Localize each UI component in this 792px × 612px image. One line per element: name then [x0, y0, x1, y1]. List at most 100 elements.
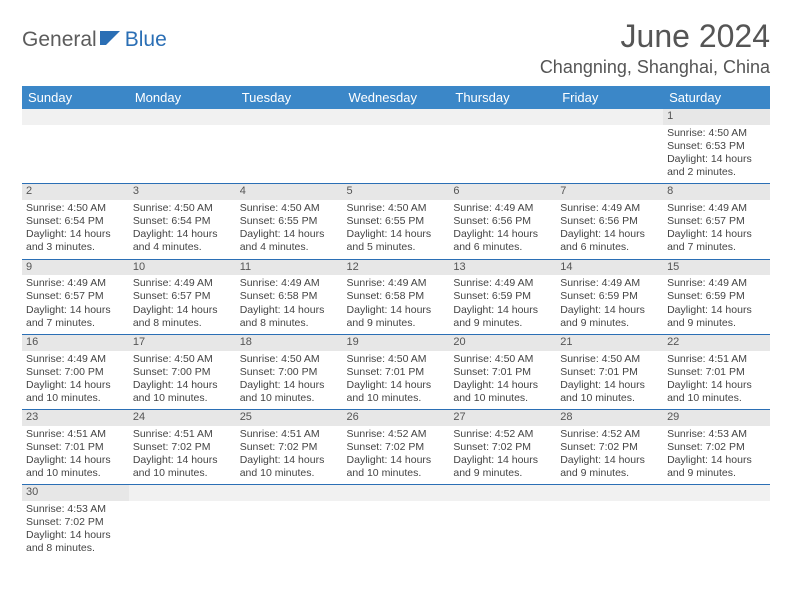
day-number: 5 [343, 184, 450, 200]
daylight-line: Daylight: 14 hours and 6 minutes. [453, 228, 552, 254]
calendar-day-cell: 22Sunrise: 4:51 AMSunset: 7:01 PMDayligh… [663, 334, 770, 409]
daylight-line: Daylight: 14 hours and 10 minutes. [453, 379, 552, 405]
daylight-line: Daylight: 14 hours and 9 minutes. [560, 454, 659, 480]
sunrise-line: Sunrise: 4:52 AM [347, 428, 446, 441]
daylight-line: Daylight: 14 hours and 10 minutes. [560, 379, 659, 405]
calendar-day-cell [343, 485, 450, 560]
day-number-bar [663, 485, 770, 501]
logo: General Blue [22, 28, 167, 52]
daylight-line: Daylight: 14 hours and 2 minutes. [667, 153, 766, 179]
day-number: 1 [663, 109, 770, 125]
sunrise-line: Sunrise: 4:50 AM [453, 353, 552, 366]
sunset-line: Sunset: 7:01 PM [453, 366, 552, 379]
day-number: 16 [22, 335, 129, 351]
sunset-line: Sunset: 7:02 PM [26, 516, 125, 529]
calendar-day-cell: 24Sunrise: 4:51 AMSunset: 7:02 PMDayligh… [129, 410, 236, 485]
calendar-day-cell [449, 485, 556, 560]
sunset-line: Sunset: 6:56 PM [560, 215, 659, 228]
daylight-line: Daylight: 14 hours and 4 minutes. [240, 228, 339, 254]
daylight-line: Daylight: 14 hours and 9 minutes. [347, 304, 446, 330]
day-number: 20 [449, 335, 556, 351]
daylight-line: Daylight: 14 hours and 10 minutes. [240, 379, 339, 405]
sunrise-line: Sunrise: 4:49 AM [667, 277, 766, 290]
day-number: 24 [129, 410, 236, 426]
day-number-bar [129, 109, 236, 125]
day-number-bar [449, 485, 556, 501]
day-number: 25 [236, 410, 343, 426]
sunrise-line: Sunrise: 4:52 AM [453, 428, 552, 441]
calendar-table: Sunday Monday Tuesday Wednesday Thursday… [22, 86, 770, 560]
daylight-line: Daylight: 14 hours and 10 minutes. [347, 454, 446, 480]
calendar-day-cell [556, 109, 663, 184]
sunrise-line: Sunrise: 4:49 AM [347, 277, 446, 290]
day-number: 4 [236, 184, 343, 200]
sunrise-line: Sunrise: 4:49 AM [560, 202, 659, 215]
calendar-day-cell: 18Sunrise: 4:50 AMSunset: 7:00 PMDayligh… [236, 334, 343, 409]
sunrise-line: Sunrise: 4:49 AM [26, 353, 125, 366]
logo-text-blue: Blue [125, 28, 167, 52]
calendar-day-cell [556, 485, 663, 560]
day-number: 17 [129, 335, 236, 351]
calendar-day-cell: 26Sunrise: 4:52 AMSunset: 7:02 PMDayligh… [343, 410, 450, 485]
day-number: 3 [129, 184, 236, 200]
calendar-day-cell: 3Sunrise: 4:50 AMSunset: 6:54 PMDaylight… [129, 184, 236, 259]
sunrise-line: Sunrise: 4:51 AM [667, 353, 766, 366]
day-number-bar [343, 485, 450, 501]
sunrise-line: Sunrise: 4:50 AM [347, 353, 446, 366]
calendar-day-cell [343, 109, 450, 184]
sunset-line: Sunset: 6:57 PM [667, 215, 766, 228]
daylight-line: Daylight: 14 hours and 10 minutes. [667, 379, 766, 405]
day-number: 23 [22, 410, 129, 426]
sunset-line: Sunset: 6:53 PM [667, 140, 766, 153]
calendar-week-row: 9Sunrise: 4:49 AMSunset: 6:57 PMDaylight… [22, 259, 770, 334]
daylight-line: Daylight: 14 hours and 10 minutes. [240, 454, 339, 480]
calendar-week-row: 30Sunrise: 4:53 AMSunset: 7:02 PMDayligh… [22, 485, 770, 560]
calendar-day-cell [449, 109, 556, 184]
sunrise-line: Sunrise: 4:51 AM [26, 428, 125, 441]
sunrise-line: Sunrise: 4:50 AM [560, 353, 659, 366]
day-header: Friday [556, 86, 663, 109]
sunset-line: Sunset: 7:00 PM [26, 366, 125, 379]
day-number: 26 [343, 410, 450, 426]
calendar-day-cell [236, 485, 343, 560]
calendar-day-cell [22, 109, 129, 184]
day-number: 13 [449, 260, 556, 276]
page-header: General Blue June 2024 Changning, Shangh… [22, 18, 770, 78]
sunset-line: Sunset: 6:59 PM [667, 290, 766, 303]
day-number: 27 [449, 410, 556, 426]
daylight-line: Daylight: 14 hours and 10 minutes. [26, 454, 125, 480]
day-number-bar [129, 485, 236, 501]
daylight-line: Daylight: 14 hours and 9 minutes. [560, 304, 659, 330]
sunset-line: Sunset: 6:57 PM [133, 290, 232, 303]
day-number-bar [22, 109, 129, 125]
calendar-day-cell [236, 109, 343, 184]
day-number: 19 [343, 335, 450, 351]
calendar-day-cell: 12Sunrise: 4:49 AMSunset: 6:58 PMDayligh… [343, 259, 450, 334]
calendar-day-cell [129, 109, 236, 184]
calendar-day-cell: 20 Sunrise: 4:50 AMSunset: 7:01 PMDayligh… [449, 334, 556, 409]
sunset-line: Sunset: 6:55 PM [240, 215, 339, 228]
sunrise-line: Sunrise: 4:50 AM [347, 202, 446, 215]
calendar-day-cell: 21Sunrise: 4:50 AMSunset: 7:01 PMDayligh… [556, 334, 663, 409]
day-number: 29 [663, 410, 770, 426]
daylight-line: Daylight: 14 hours and 10 minutes. [133, 379, 232, 405]
calendar-day-cell: 11Sunrise: 4:49 AMSunset: 6:58 PMDayligh… [236, 259, 343, 334]
sunset-line: Sunset: 6:56 PM [453, 215, 552, 228]
month-title: June 2024 [540, 18, 770, 55]
calendar-day-cell: 29Sunrise: 4:53 AMSunset: 7:02 PMDayligh… [663, 410, 770, 485]
day-header: Thursday [449, 86, 556, 109]
calendar-day-cell [663, 485, 770, 560]
sunset-line: Sunset: 6:57 PM [26, 290, 125, 303]
daylight-line: Daylight: 14 hours and 9 minutes. [667, 454, 766, 480]
daylight-line: Daylight: 14 hours and 9 minutes. [667, 304, 766, 330]
sunrise-line: Sunrise: 4:49 AM [667, 202, 766, 215]
sunrise-line: Sunrise: 4:49 AM [560, 277, 659, 290]
day-number: 30 [22, 485, 129, 501]
daylight-line: Daylight: 14 hours and 3 minutes. [26, 228, 125, 254]
day-number-bar [556, 485, 663, 501]
sunrise-line: Sunrise: 4:49 AM [26, 277, 125, 290]
calendar-week-row: 16 Sunrise: 4:49 AMSunset: 7:00 PM Dayligh… [22, 334, 770, 409]
day-header-row: Sunday Monday Tuesday Wednesday Thursday… [22, 86, 770, 109]
day-number: 10 [129, 260, 236, 276]
daylight-line: Daylight: 14 hours and 6 minutes. [560, 228, 659, 254]
